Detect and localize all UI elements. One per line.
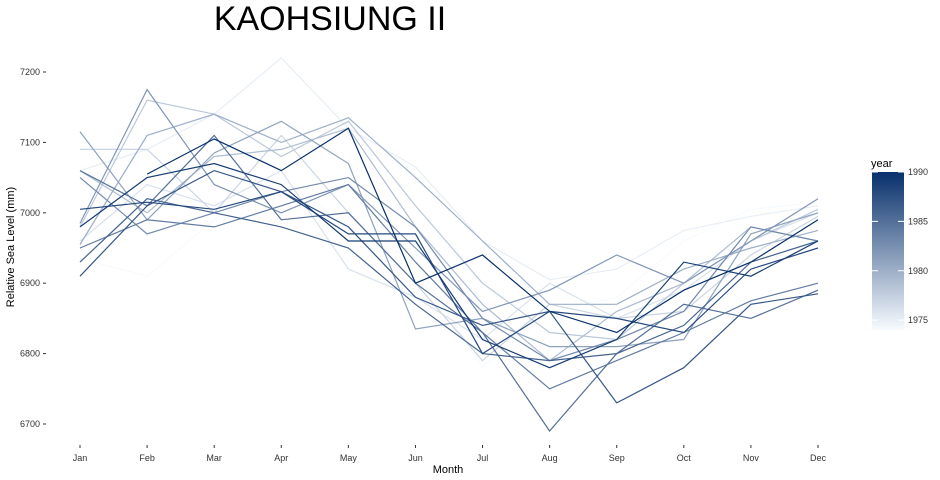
x-tick-label: Apr — [274, 453, 288, 463]
y-tick-label: 7200 — [20, 67, 40, 77]
color-legend: year 1975 1980 1985 1990 — [871, 158, 928, 330]
chart-title: KAOHSIUNG II — [214, 0, 446, 38]
x-tick-label: Nov — [743, 453, 760, 463]
series-group — [79, 57, 819, 432]
x-tick-label: Jul — [477, 453, 489, 463]
legend-tick-label: 1980 — [908, 266, 928, 276]
x-tick-label: Feb — [139, 453, 155, 463]
y-tick-label: 6900 — [20, 278, 40, 288]
series-line-1980 — [79, 113, 819, 305]
legend-tick-label: 1990 — [908, 167, 928, 177]
series-line-1988 — [79, 191, 819, 355]
y-tick-label: 6800 — [20, 349, 40, 359]
y-tick-label: 7100 — [20, 137, 40, 147]
legend-tick-label: 1985 — [908, 216, 928, 226]
x-tick-label: Oct — [677, 453, 692, 463]
series-line-1990 — [146, 127, 819, 334]
legend-colorbar — [872, 172, 904, 330]
series-line-1974 — [79, 176, 819, 369]
y-axis: 6700 6800 6900 7000 7100 7200 — [20, 67, 46, 429]
series-line-1981 — [79, 120, 819, 348]
series-line-1983 — [79, 176, 819, 362]
x-tick-label: Sep — [609, 453, 625, 463]
series-line-1986 — [79, 198, 819, 362]
series-line-1987 — [79, 169, 819, 404]
x-tick-label: Jan — [73, 453, 88, 463]
series-line-1984 — [79, 183, 819, 390]
series-line-1989 — [79, 162, 819, 369]
x-tick-label: Aug — [542, 453, 558, 463]
series-line-1975 — [79, 57, 819, 281]
legend-tick-label: 1975 — [908, 315, 928, 325]
y-tick-label: 6700 — [20, 419, 40, 429]
series-line-1982 — [79, 88, 819, 313]
y-axis-title: Relative Sea Level (mm) — [5, 187, 17, 307]
x-tick-label: Jun — [408, 453, 423, 463]
x-axis-title: Month — [433, 464, 464, 476]
y-tick-label: 7000 — [20, 208, 40, 218]
x-axis: Jan Feb Mar Apr May Jun Jul Aug Sep Oct Nov Dec — [73, 445, 827, 463]
x-tick-label: May — [340, 453, 358, 463]
series-line-1977 — [80, 134, 819, 362]
legend-title: year — [871, 158, 893, 170]
series-line-1985 — [79, 134, 819, 432]
x-tick-label: Dec — [810, 453, 827, 463]
x-tick-label: Mar — [206, 453, 222, 463]
